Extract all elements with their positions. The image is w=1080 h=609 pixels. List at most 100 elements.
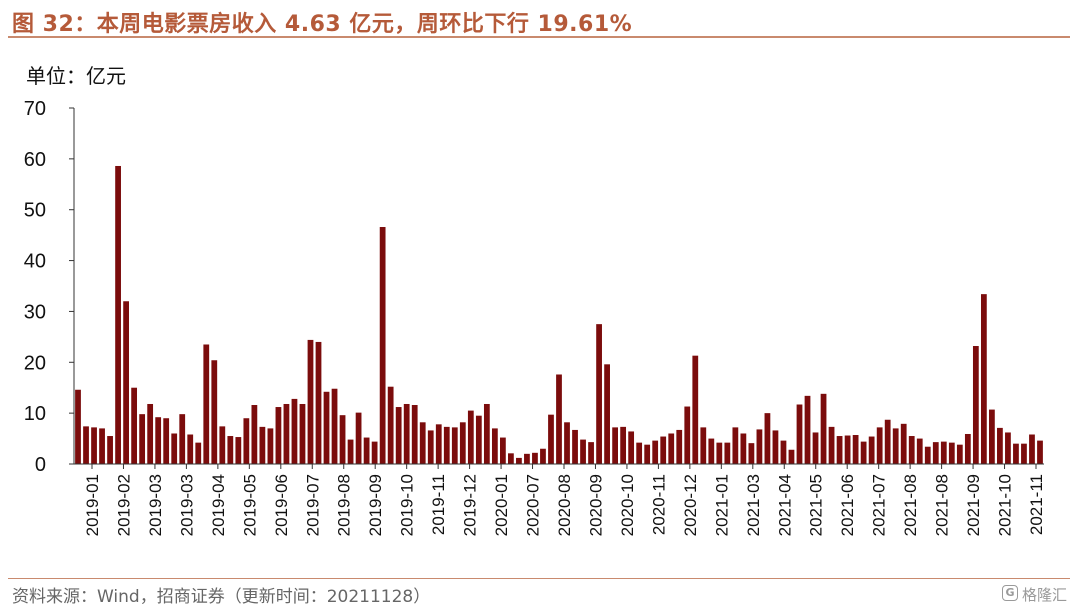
bar [540, 448, 546, 464]
bar [740, 433, 747, 464]
x-tick-label: 2021-10 [996, 474, 1015, 536]
bar [692, 355, 699, 464]
bar [1029, 434, 1035, 464]
bar [275, 407, 282, 464]
bar [972, 346, 979, 464]
x-tick-label: 2021-08 [933, 474, 952, 536]
bar [259, 426, 266, 464]
bar [916, 438, 923, 464]
x-tick-label: 2020-12 [681, 474, 700, 536]
bar [147, 403, 154, 464]
bar [387, 386, 394, 464]
bar [219, 426, 226, 464]
bar [243, 418, 250, 464]
bar [956, 444, 963, 464]
x-tick-label: 2021-06 [838, 474, 857, 536]
watermark-text: 格隆汇 [1022, 586, 1068, 604]
bar [564, 422, 570, 464]
x-tick-label: 2019-03 [146, 474, 165, 536]
bar [964, 433, 971, 464]
bar [588, 442, 594, 464]
bar [924, 446, 931, 464]
bar [171, 433, 178, 464]
bar [660, 436, 667, 464]
bar [852, 435, 859, 464]
y-tick-label: 50 [24, 200, 46, 222]
bar [724, 442, 731, 464]
y-tick-label: 20 [24, 352, 46, 374]
bar [163, 418, 170, 464]
bar [371, 441, 378, 464]
watermark-logo-icon: G [1002, 585, 1018, 601]
bar [980, 294, 987, 464]
bar [548, 414, 554, 464]
bar [892, 428, 899, 464]
bar [1005, 432, 1011, 464]
bar [836, 436, 843, 464]
bar [443, 426, 450, 464]
bar [99, 428, 105, 464]
x-tick-label: 2021-09 [964, 474, 983, 536]
bar [235, 437, 242, 464]
x-tick-label: 2019-04 [209, 474, 228, 536]
y-tick-label: 0 [35, 454, 46, 476]
x-tick-label: 2019-01 [83, 474, 102, 536]
bar [989, 409, 995, 464]
bar [844, 435, 851, 464]
bar [868, 436, 875, 464]
bar [139, 414, 146, 464]
x-tick-label: 2020-09 [587, 474, 606, 536]
x-tick-label: 2021-03 [744, 474, 763, 536]
x-tick-label: 2019-09 [366, 474, 385, 536]
bar [884, 419, 891, 464]
bar [628, 431, 635, 464]
bar [508, 453, 514, 464]
bar [307, 339, 314, 464]
bar [131, 387, 138, 464]
bar [580, 439, 586, 464]
x-tick-label: 2019-12 [461, 474, 480, 536]
x-tick-label: 2020-08 [555, 474, 574, 536]
bar [291, 398, 298, 464]
bar [123, 301, 129, 464]
bar [267, 428, 274, 464]
bar [203, 344, 210, 464]
bar [331, 388, 338, 464]
watermark: G 格隆汇 [1002, 583, 1072, 605]
bar [596, 324, 602, 464]
bar [997, 427, 1003, 464]
bar [251, 405, 258, 464]
x-tick-label: 2019-02 [115, 474, 134, 536]
figure-title-bar: 图 32：本周电影票房收入 4.63 亿元，周环比下行 19.61% [8, 2, 1070, 37]
bar [820, 393, 827, 464]
bar [860, 441, 867, 464]
bar [427, 430, 434, 464]
bar [652, 440, 659, 464]
bar [708, 438, 715, 464]
bar [828, 426, 835, 464]
bar [403, 403, 410, 464]
bar [612, 427, 618, 464]
bar [115, 165, 121, 465]
bar [467, 410, 474, 464]
x-tick-label: 2020-01 [492, 474, 511, 536]
bar [395, 407, 402, 464]
bar [107, 436, 113, 464]
bar [516, 457, 522, 464]
bar [684, 406, 691, 464]
bar [195, 442, 202, 464]
bar [756, 429, 763, 464]
source-note: 资料来源：Wind，招商证券（更新时间：20211128） [12, 587, 431, 607]
bar [227, 436, 234, 464]
bar [748, 443, 755, 464]
bar [556, 374, 562, 464]
bar [355, 412, 362, 464]
x-tick-label: 2019-10 [398, 474, 417, 536]
x-tick-label: 2021-11 [1027, 474, 1046, 535]
bar [363, 437, 370, 464]
bar [451, 427, 458, 464]
bar [91, 427, 97, 464]
x-tick-label: 2021-04 [775, 474, 794, 536]
bar [932, 442, 939, 464]
x-tick-label: 2021-07 [870, 474, 889, 536]
